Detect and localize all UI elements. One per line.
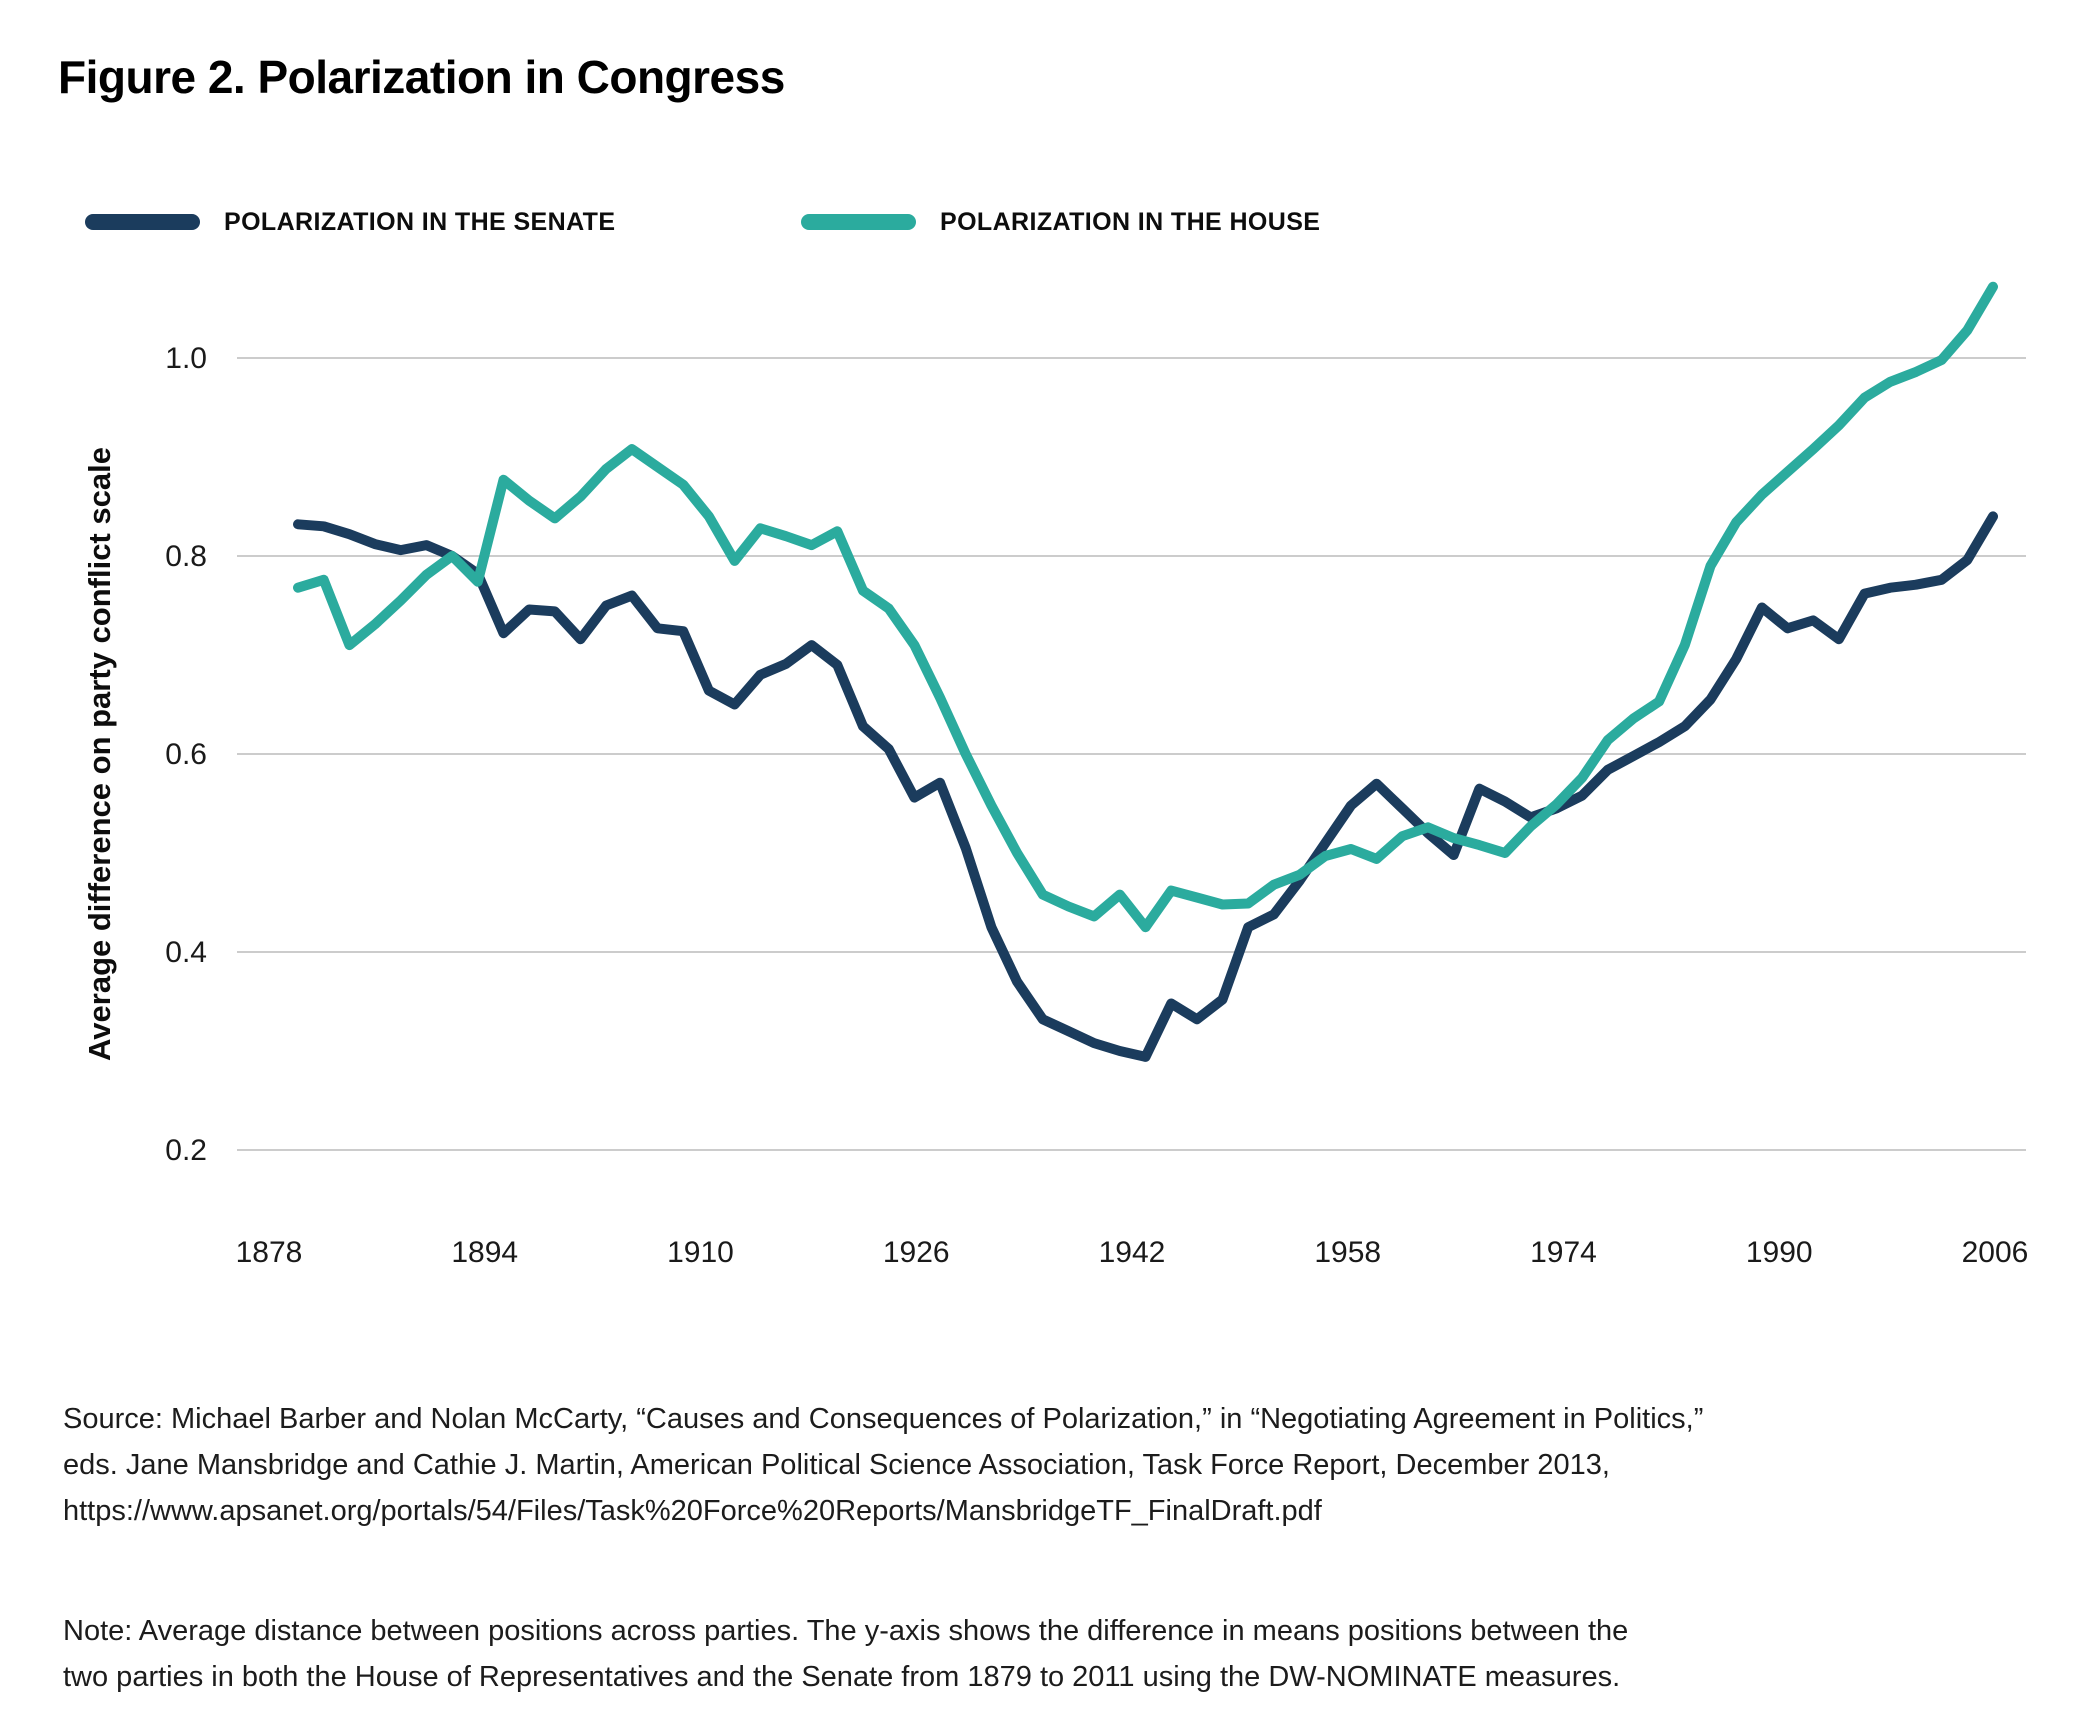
x-tick-label: 2006 xyxy=(1962,1236,2029,1269)
y-tick-label: 1.0 xyxy=(165,342,207,375)
house-line xyxy=(293,281,1998,933)
x-tick-label: 1910 xyxy=(667,1236,734,1269)
senate-line xyxy=(293,511,1998,1062)
source-line: https://www.apsanet.org/portals/54/Files… xyxy=(63,1495,1322,1527)
x-tick-label: 1974 xyxy=(1530,1236,1597,1269)
legend-item-house: POLARIZATION IN THE HOUSE xyxy=(801,206,1320,238)
y-tick-label: 0.6 xyxy=(165,738,207,771)
house-line-swatch xyxy=(801,214,916,230)
x-tick-label: 1958 xyxy=(1314,1236,1381,1269)
figure-title: Figure 2. Polarization in Congress xyxy=(58,51,785,103)
x-tick-label: 1878 xyxy=(236,1236,303,1269)
x-tick-label: 1942 xyxy=(1099,1236,1166,1269)
y-tick-label: 0.8 xyxy=(165,540,207,573)
legend-label-senate: POLARIZATION IN THE SENATE xyxy=(224,207,616,236)
source-line: Source: Michael Barber and Nolan McCarty… xyxy=(63,1403,1704,1435)
x-tick-label: 1894 xyxy=(451,1236,518,1269)
source-line: eds. Jane Mansbridge and Cathie J. Marti… xyxy=(63,1449,1610,1481)
y-tick-label: 0.4 xyxy=(165,936,207,969)
x-tick-label: 1990 xyxy=(1746,1236,1813,1269)
note-text: Note: Average distance between positions… xyxy=(63,1608,2038,1700)
y-tick-label: 0.2 xyxy=(165,1134,207,1167)
source-text: Source: Michael Barber and Nolan McCarty… xyxy=(63,1396,2038,1534)
x-tick-label: 1926 xyxy=(883,1236,950,1269)
legend-item-senate: POLARIZATION IN THE SENATE xyxy=(85,206,615,238)
senate-line-swatch xyxy=(85,214,200,230)
note-line: two parties in both the House of Represe… xyxy=(63,1661,1621,1693)
legend-label-house: POLARIZATION IN THE HOUSE xyxy=(940,207,1321,236)
note-line: Note: Average distance between positions… xyxy=(63,1615,1629,1647)
